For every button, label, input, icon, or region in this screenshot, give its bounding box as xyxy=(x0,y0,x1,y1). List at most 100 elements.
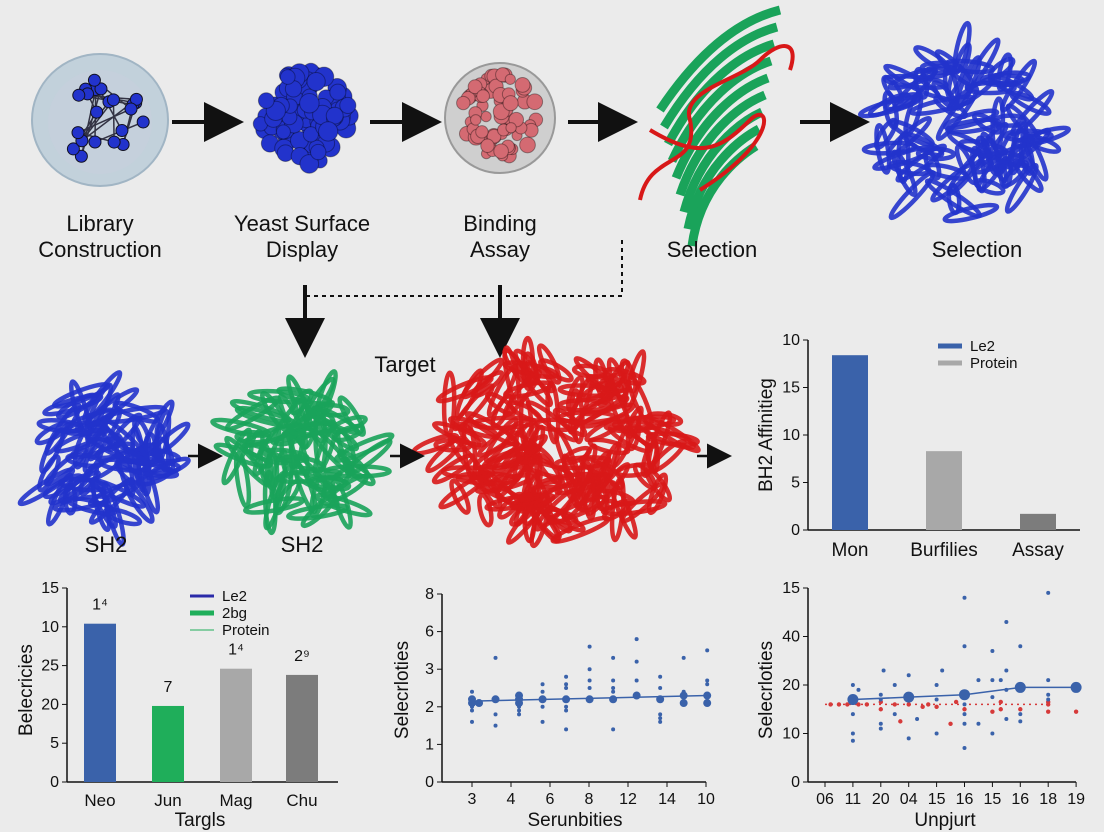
helix-segment xyxy=(452,383,495,432)
helix-segment xyxy=(882,73,949,91)
red-data-point xyxy=(998,699,1003,705)
data-point xyxy=(609,695,618,704)
y-tick-label: 15 xyxy=(41,580,59,597)
helix-segment xyxy=(34,421,71,446)
blue-data-point xyxy=(998,678,1003,683)
helix-segment xyxy=(536,343,562,385)
helix-segment xyxy=(88,476,135,525)
helix-segment xyxy=(508,400,543,423)
selectivity-scatter-chart-2: 0 10 20 40 15 Selecrloties 06 11 20 04 15 16 15 16 18 1… xyxy=(756,580,1085,831)
data-point xyxy=(587,686,592,690)
step-label-binding-assay: Binding Assay xyxy=(463,211,537,262)
red-data-point xyxy=(948,721,953,726)
bead xyxy=(275,124,291,140)
data-point xyxy=(585,695,594,704)
blue-data-point xyxy=(1046,590,1051,595)
bead xyxy=(87,73,101,87)
helix-segment xyxy=(920,63,955,80)
helix-segment xyxy=(1008,121,1029,176)
data-point xyxy=(611,678,616,683)
blue-data-point xyxy=(940,668,945,673)
data-point xyxy=(468,695,476,704)
data-point xyxy=(540,704,545,709)
data-point xyxy=(611,686,616,690)
beta-strand xyxy=(671,73,770,180)
y-tick-label: 0 xyxy=(791,774,800,791)
bar-mag xyxy=(220,668,252,782)
red-data-point xyxy=(1018,707,1023,712)
helix-segment xyxy=(37,454,61,493)
y-tick-label: 10 xyxy=(782,427,800,444)
data-point xyxy=(681,689,686,694)
blue-data-point xyxy=(878,726,883,731)
blue-mean-point xyxy=(847,694,859,706)
x-tick-label: 15 xyxy=(984,791,1002,808)
bar-mon xyxy=(832,355,868,530)
blue-data-point xyxy=(878,721,883,726)
legend-label: 2bg xyxy=(222,605,247,622)
red-data-point xyxy=(953,699,959,705)
blue-data-point xyxy=(934,697,939,702)
helix-segment xyxy=(288,421,337,437)
blue-data-point xyxy=(1046,697,1051,702)
helix-segment xyxy=(441,370,457,438)
red-data-point xyxy=(898,719,903,724)
blue-data-point xyxy=(878,697,883,702)
dashed-connector xyxy=(305,240,623,297)
blue-data-point xyxy=(881,668,886,673)
blue-data-point xyxy=(962,712,967,717)
helix-segment xyxy=(435,375,494,404)
data-point xyxy=(658,719,663,724)
step-label-library-construction: Library Construction xyxy=(38,211,162,262)
y-axis-label: Selecrloties xyxy=(392,641,413,739)
legend-label: Le2 xyxy=(222,588,247,605)
y-tick-label: 0 xyxy=(50,774,59,791)
x-tick-label: 06 xyxy=(816,791,834,808)
sh2-green-protein-icon xyxy=(210,369,395,536)
blue-mean-point xyxy=(903,691,915,703)
y-tick-label: 10 xyxy=(782,726,800,743)
y-tick-label: 0 xyxy=(425,774,434,791)
y-tick-label: 5 xyxy=(791,475,800,492)
helix-segment xyxy=(449,478,471,515)
y-tick-label: 2 xyxy=(425,699,434,716)
x-tick-label: 15 xyxy=(928,791,946,808)
data-point xyxy=(634,659,639,664)
red-loop xyxy=(638,44,795,201)
helix-segment xyxy=(433,438,473,453)
x-tick-label: 12 xyxy=(619,791,637,808)
helix-segment xyxy=(891,149,918,198)
blue-data-point xyxy=(962,644,967,649)
red-data-point xyxy=(962,707,967,712)
beta-strand xyxy=(656,5,782,113)
legend-label: Le2 xyxy=(970,338,995,355)
x-tick-label: Neo xyxy=(84,791,115,810)
y-tick-label: 25 xyxy=(41,658,59,675)
beta-sheet-protein-icon xyxy=(638,5,795,247)
helix-segment xyxy=(895,143,947,183)
blue-data-point xyxy=(934,683,939,687)
data-point xyxy=(658,712,663,717)
helix-segment xyxy=(270,396,308,445)
x-tick-label: 11 xyxy=(845,791,862,808)
data-point xyxy=(538,695,547,704)
data-point xyxy=(681,655,686,660)
bead-cluster-icon xyxy=(252,62,359,174)
red-data-point xyxy=(920,704,925,710)
y-axis-label: Selecrloties xyxy=(756,641,777,739)
helix-segment xyxy=(606,357,628,403)
step-label-selection-1: Selection xyxy=(666,237,758,262)
helix-segment xyxy=(979,72,1025,88)
x-tick-label: 19 xyxy=(1067,791,1085,808)
data-point xyxy=(470,708,474,713)
bead xyxy=(124,102,138,116)
helix-segment xyxy=(552,407,588,438)
blue-data-point xyxy=(934,731,939,736)
blue-data-point xyxy=(892,712,897,717)
data-point xyxy=(475,699,484,708)
legend-label: Protein xyxy=(222,622,270,639)
blue-data-point xyxy=(892,683,897,687)
helix-segment xyxy=(513,348,539,379)
helix-segment xyxy=(333,432,395,463)
